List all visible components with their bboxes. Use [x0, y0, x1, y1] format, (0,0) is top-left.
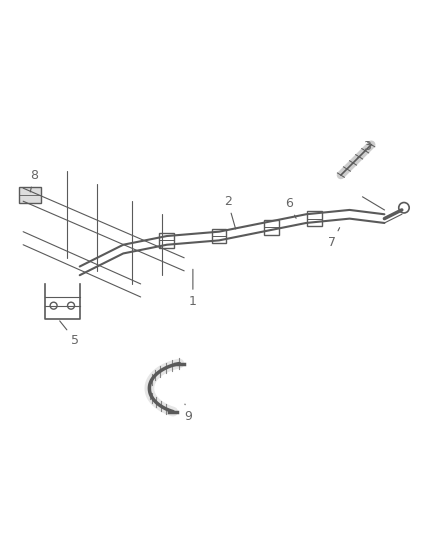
Text: 6: 6	[285, 197, 296, 219]
Text: 3: 3	[358, 140, 371, 158]
Text: 9: 9	[184, 404, 192, 423]
FancyBboxPatch shape	[212, 229, 226, 244]
Text: 1: 1	[189, 269, 197, 308]
Text: 5: 5	[60, 321, 79, 347]
Text: 8: 8	[30, 168, 38, 192]
Text: 2: 2	[224, 195, 236, 229]
FancyBboxPatch shape	[307, 211, 322, 226]
FancyBboxPatch shape	[264, 220, 279, 235]
Bar	[19, 187, 41, 203]
FancyBboxPatch shape	[159, 233, 174, 248]
Text: 7: 7	[328, 228, 339, 249]
